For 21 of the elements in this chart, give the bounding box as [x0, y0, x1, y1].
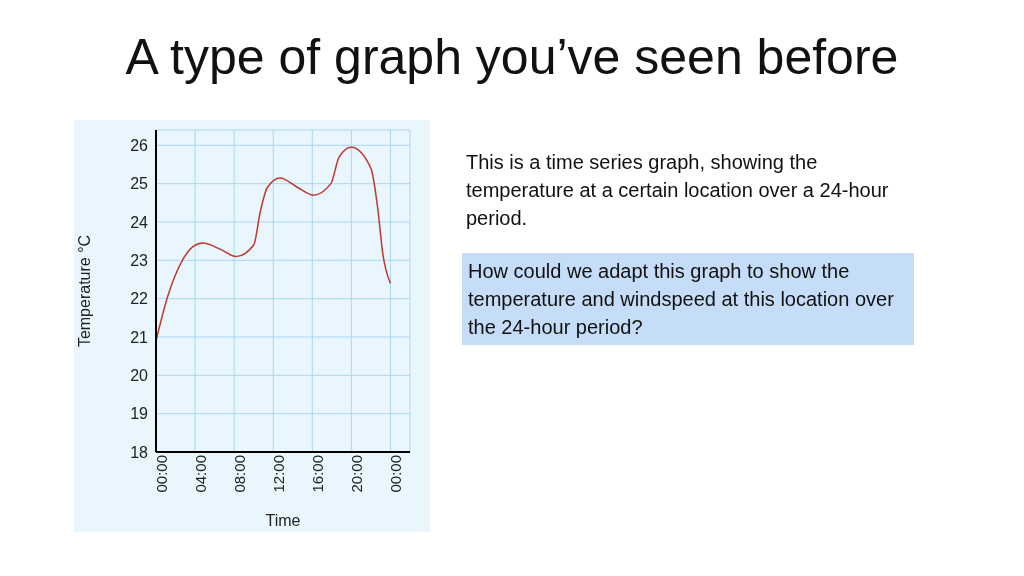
x-tick-label: 04:00 [191, 455, 209, 493]
x-tick-label: 00:00 [152, 455, 170, 493]
x-axis-title: Time [265, 512, 301, 529]
y-tick-label: 21 [130, 328, 149, 346]
x-tick-label: 20:00 [348, 455, 366, 493]
y-tick-label: 25 [130, 175, 149, 193]
text: A type of graph you’ve seen before [124, 28, 900, 86]
highlight-box: How could we adapt this graph to show the temperature and windspeed at this location over the 24-hour period? [462, 253, 914, 345]
text: This is a time series graph, showing the temperature at a certain location over a 24-hour period. [466, 150, 890, 231]
y-tick-label: 26 [130, 137, 149, 155]
x-tick-label: 12:00 [269, 455, 287, 493]
x-tick-label: 16:00 [308, 455, 326, 493]
y-tick-label: 23 [130, 252, 149, 270]
y-tick-label: 22 [130, 290, 149, 308]
y-tick-label: 20 [130, 367, 149, 385]
y-axis-title: Temperature °C [75, 234, 93, 348]
x-tick-label: 00:00 [387, 455, 405, 493]
y-tick-label: 19 [130, 405, 149, 423]
y-tick-label: 18 [130, 443, 149, 461]
x-tick-label: 08:00 [230, 455, 248, 493]
y-tick-label: 24 [130, 213, 149, 231]
